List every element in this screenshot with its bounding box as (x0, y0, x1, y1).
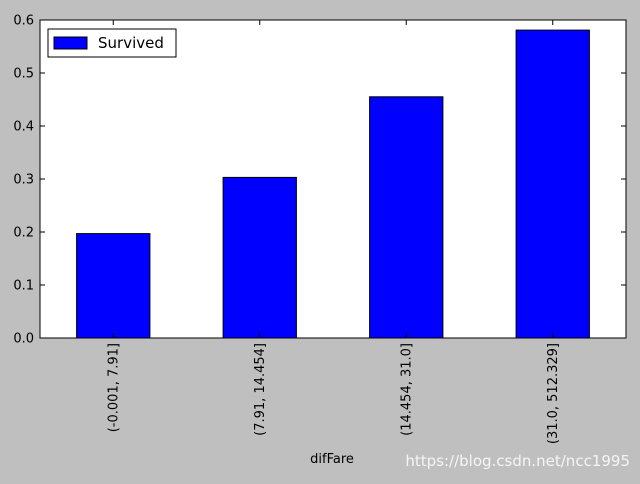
watermark: https://blog.csdn.net/ncc1995 (405, 452, 630, 470)
x-tick-label-3: (31.0, 512.329] (546, 343, 561, 444)
x-tick-label-1: (7.91, 14.454] (253, 343, 268, 436)
bars-layer (76, 29, 590, 339)
y-tick-label-4: 0.4 (13, 120, 34, 135)
y-axis: 0.0 0.1 0.2 0.3 0.4 0.5 0.6 (13, 14, 626, 347)
x-tick-label-2: (14.454, 31.0] (399, 343, 414, 436)
y-tick-label-3: 0.3 (13, 173, 34, 188)
y-tick-label-6: 0.6 (13, 14, 34, 29)
legend-swatch (53, 36, 88, 50)
y-tick-label-1: 0.1 (13, 279, 34, 294)
y-tick-label-0: 0.0 (13, 332, 34, 347)
x-axis-label: difFare (310, 452, 354, 467)
bar-3 (515, 29, 590, 339)
bar-0 (76, 233, 151, 339)
y-tick-label-5: 0.5 (13, 67, 34, 82)
bar-2 (369, 96, 444, 339)
x-axis: (-0.001, 7.91] (7.91, 14.454] (14.454, 31.… (106, 20, 561, 444)
legend: Survived (47, 28, 177, 58)
x-tick-label-0: (-0.001, 7.91] (106, 343, 121, 432)
legend-label: Survived (98, 34, 164, 52)
bar-1 (222, 176, 297, 339)
y-tick-label-2: 0.2 (13, 226, 34, 241)
